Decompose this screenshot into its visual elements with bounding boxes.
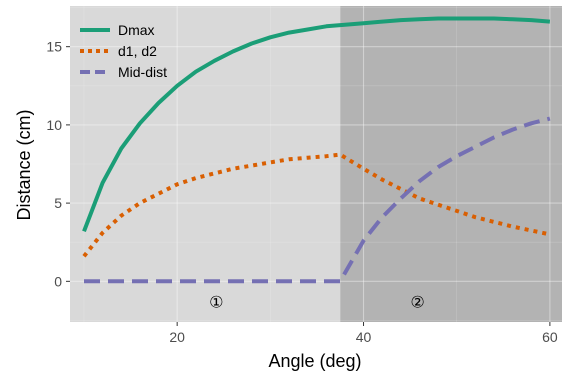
y-tick-label: 0	[54, 273, 62, 289]
legend-label-1: d1, d2	[118, 43, 157, 59]
y-axis-title: Distance (cm)	[14, 109, 34, 220]
x-axis-title: Angle (deg)	[268, 351, 361, 371]
series-line-0	[82, 16, 551, 233]
x-axis-ticks: 20 40 60	[169, 322, 558, 345]
series-line-1	[82, 152, 551, 258]
shaded-region-2	[340, 6, 562, 322]
legend: Dmax d1, d2 Mid-dist	[80, 22, 167, 80]
series-line-2	[84, 116, 551, 284]
region-label-1: ①	[209, 293, 223, 312]
y-tick-label: 5	[54, 195, 62, 211]
legend-label-0: Dmax	[118, 22, 155, 38]
x-tick-label: 20	[169, 329, 185, 345]
region-label-2: ②	[410, 293, 424, 312]
x-tick-label: 40	[356, 329, 372, 345]
shaded-regions	[70, 6, 562, 322]
y-tick-label: 15	[46, 39, 62, 55]
y-axis-ticks: 0 5 10 15	[46, 39, 70, 289]
x-tick-label: 60	[542, 329, 558, 345]
y-tick-label: 10	[46, 117, 62, 133]
series-lines	[82, 16, 551, 284]
legend-label-2: Mid-dist	[118, 64, 167, 80]
